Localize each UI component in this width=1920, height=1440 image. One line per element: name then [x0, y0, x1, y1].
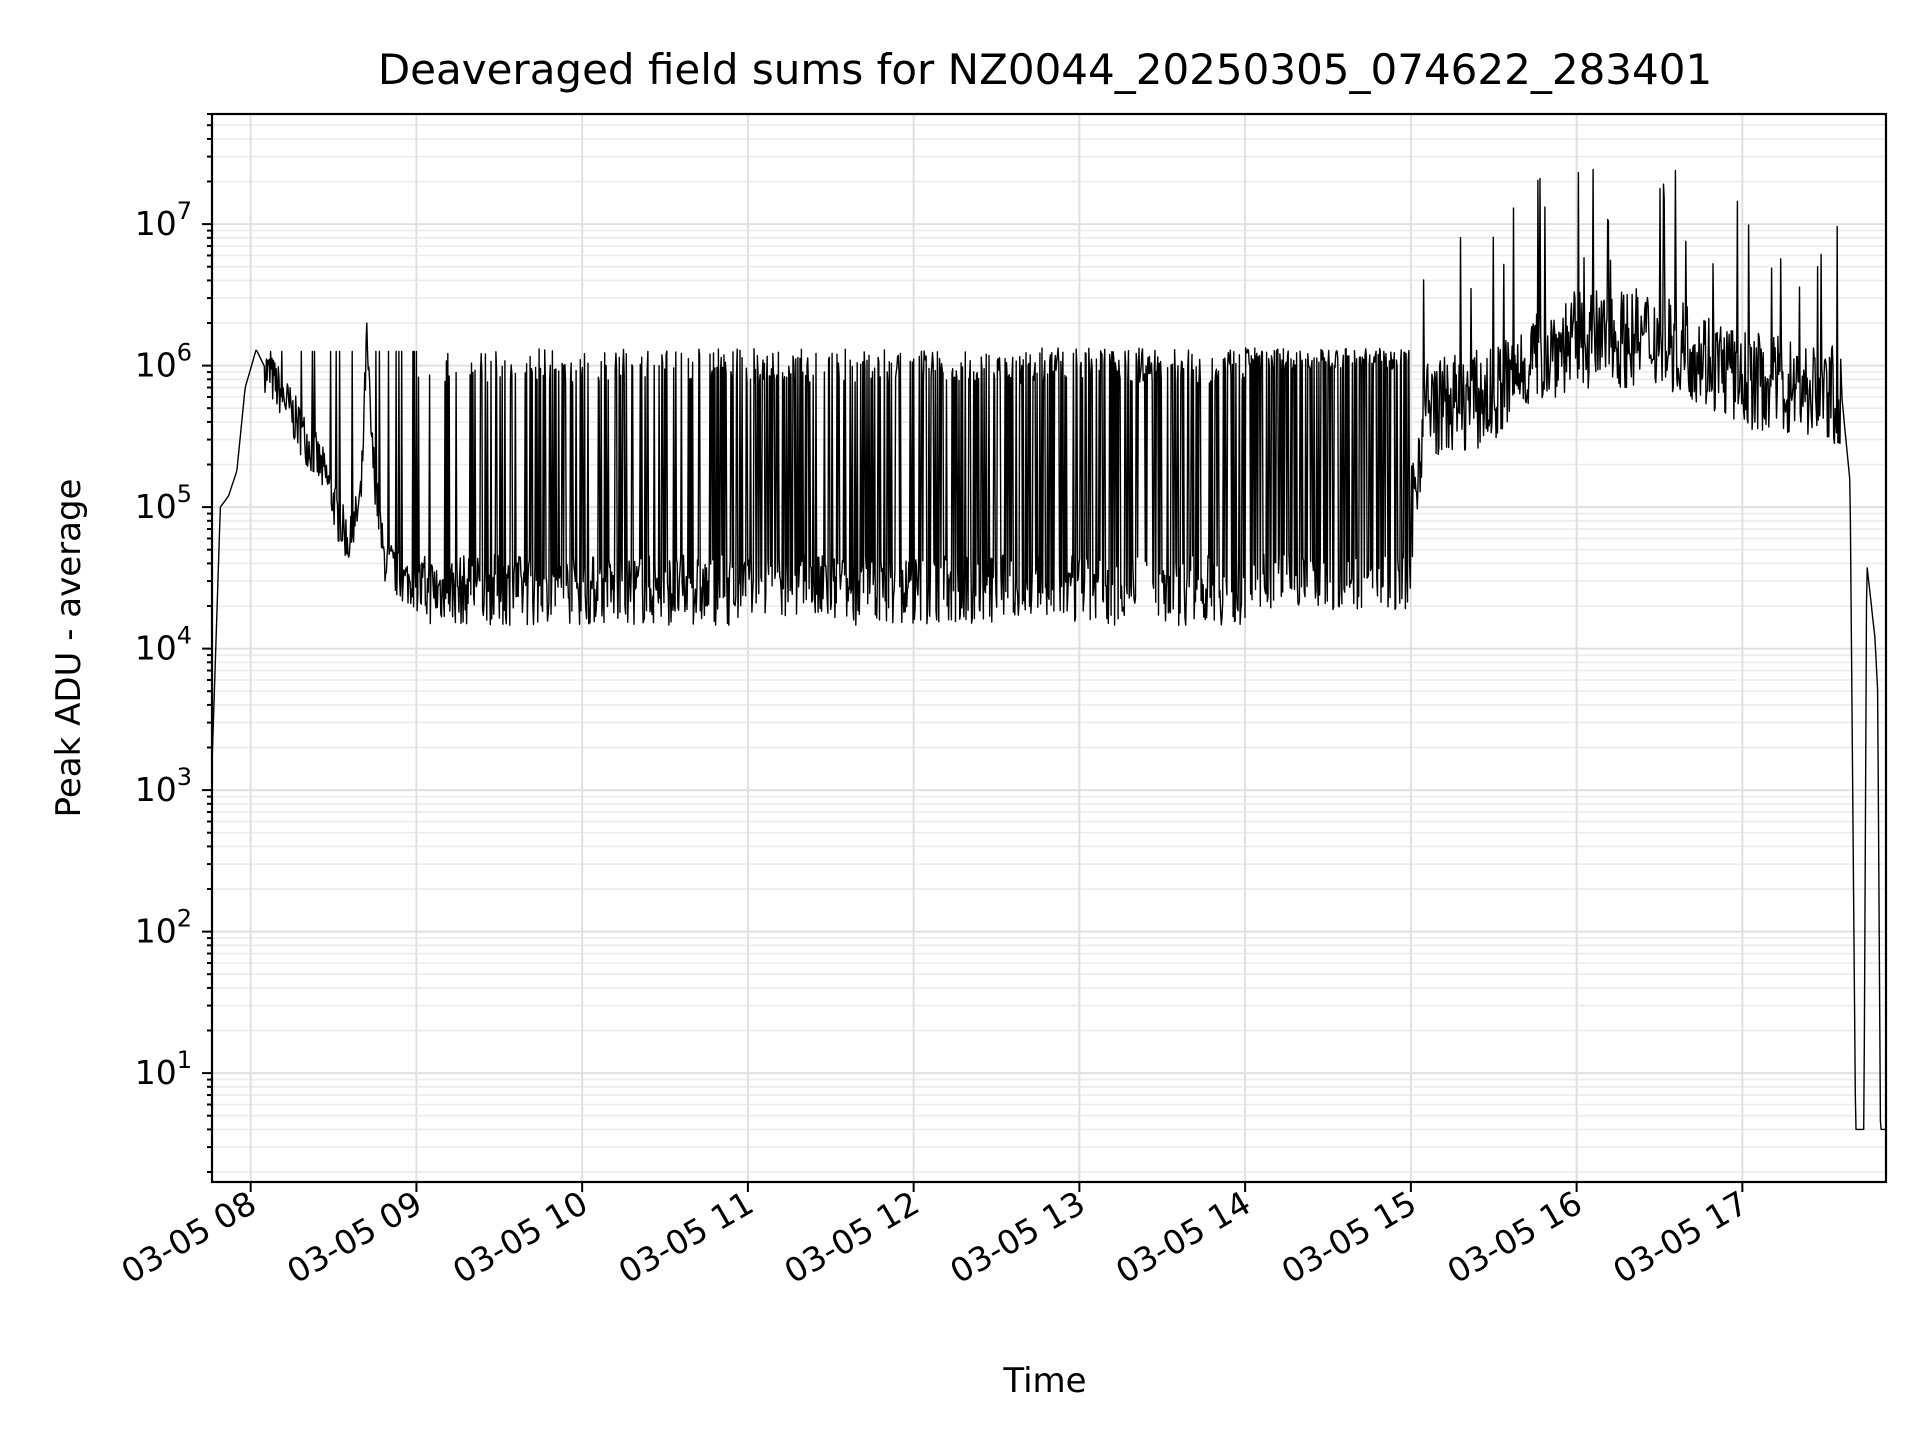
x-tick-label: 03-05 12 — [778, 1183, 926, 1291]
x-tick-label: 03-05 13 — [943, 1183, 1091, 1291]
x-tick-label: 03-05 11 — [612, 1183, 760, 1291]
y-tick-label: 101 — [135, 1046, 192, 1092]
y-tick-label: 105 — [135, 480, 192, 526]
chart-title: Deaveraged field sums for NZ0044_2025030… — [378, 45, 1712, 94]
y-tick-label: 103 — [135, 763, 192, 809]
x-tick-label: 03-05 10 — [446, 1183, 594, 1291]
y-tick-label: 104 — [135, 622, 192, 668]
y-tick-label: 102 — [135, 905, 192, 951]
x-axis-label: Time — [1002, 1361, 1086, 1401]
x-tick-label: 03-05 16 — [1441, 1183, 1589, 1291]
x-tick-label: 03-05 15 — [1275, 1183, 1423, 1291]
y-tick-label: 107 — [135, 197, 192, 243]
y-axis-label: Peak ADU - average — [49, 479, 89, 818]
x-tick-label: 03-05 08 — [115, 1183, 263, 1291]
series-line — [211, 168, 1886, 1131]
grid — [212, 113, 1886, 1182]
x-tick-label: 03-05 14 — [1109, 1183, 1257, 1291]
y-tick-label: 106 — [135, 339, 192, 385]
x-tick-label: 03-05 17 — [1606, 1183, 1754, 1291]
x-tick-label: 03-05 09 — [280, 1183, 428, 1291]
